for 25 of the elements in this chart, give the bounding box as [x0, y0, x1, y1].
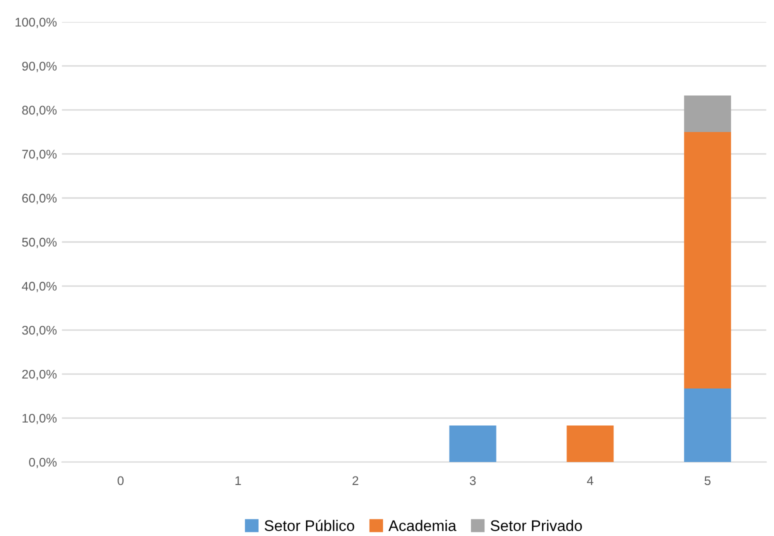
x-tick-label: 0 [118, 476, 124, 486]
x-tick-label: 4 [586, 476, 594, 485]
bar [449, 426, 496, 462]
y-tick-label: 60,0% [22, 194, 57, 204]
bar [684, 95, 732, 132]
y-tick-label: 80,0% [22, 106, 57, 116]
legend-label: Academia [388, 520, 456, 532]
y-tick-label: 50,0% [22, 238, 57, 248]
x-tick-label: 3 [470, 476, 476, 486]
y-tick-label: 20,0% [22, 370, 57, 380]
x-tick-label: 2 [352, 476, 358, 485]
y-tick-label: 100,0% [16, 18, 57, 28]
y-tick-label: 0,0% [29, 458, 57, 468]
legend-label: Setor Público [264, 520, 354, 532]
bar [684, 132, 732, 389]
y-tick-label: 40,0% [22, 282, 57, 292]
y-tick-label: 70,0% [22, 150, 57, 160]
x-tick-label: 1 [235, 476, 241, 485]
y-tick-label: 30,0% [22, 326, 57, 336]
bar [684, 388, 732, 462]
legend-label: Setor Privado [490, 520, 582, 532]
bar [566, 426, 614, 462]
y-tick-label: 90,0% [22, 62, 57, 72]
x-tick-label: 5 [704, 476, 711, 486]
y-tick-label: 10,0% [22, 414, 57, 424]
